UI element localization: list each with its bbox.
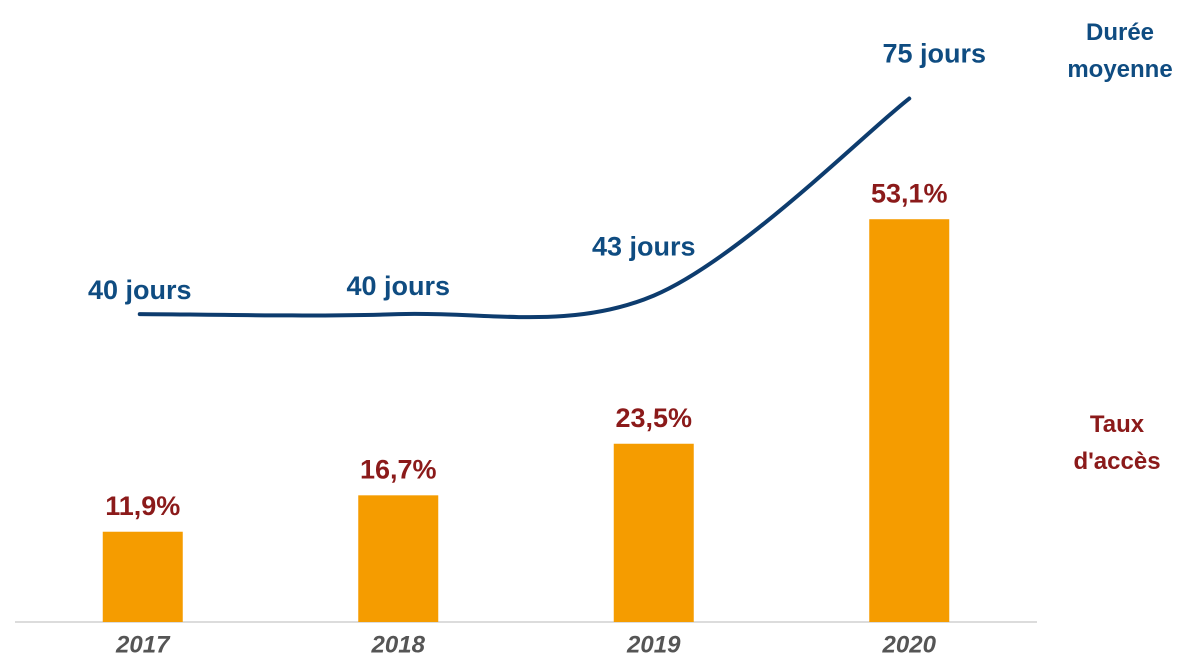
x-tick-label: 2019 xyxy=(626,631,681,658)
line-value-label: 40 jours xyxy=(88,275,192,305)
line-series-name: Durée moyenne xyxy=(1067,19,1173,83)
line-value-label: 40 jours xyxy=(346,271,450,301)
bar xyxy=(613,443,694,622)
bar xyxy=(358,495,439,622)
bar-value-label: 53,1% xyxy=(871,178,948,208)
bar xyxy=(869,219,950,622)
bar-value-label: 16,7% xyxy=(360,454,437,484)
line-value-label: 43 jours xyxy=(592,232,696,262)
x-tick-label: 2017 xyxy=(115,631,171,658)
line-value-label: 75 jours xyxy=(882,39,986,69)
x-tick-label: 2018 xyxy=(371,631,426,658)
line xyxy=(137,96,912,320)
bar xyxy=(102,531,183,622)
bar-value-label: 11,9% xyxy=(105,491,180,521)
bar-value-label: 23,5% xyxy=(615,403,692,433)
bar-series-name: Taux d'accès xyxy=(1073,411,1161,475)
x-tick-label: 2020 xyxy=(882,631,937,658)
